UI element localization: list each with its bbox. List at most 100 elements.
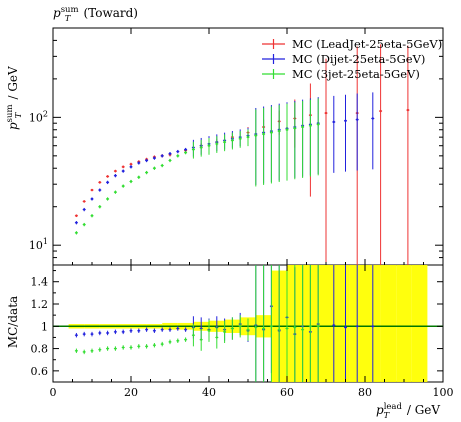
- data-point: [129, 180, 133, 183]
- data-point: [309, 124, 312, 127]
- band-segment: [411, 265, 428, 382]
- ratio-point: [137, 345, 140, 348]
- data-point: [239, 137, 242, 140]
- data-point: [371, 117, 374, 120]
- ratio-point: [98, 348, 101, 351]
- legend-entry-label: MC (3jet-25eta-5GeV): [292, 67, 420, 81]
- data-point: [75, 231, 78, 235]
- ratio-point: [254, 326, 257, 329]
- ratio-point: [168, 328, 172, 331]
- ratio-point: [153, 344, 156, 347]
- ratio-point: [83, 332, 86, 336]
- data-point: [285, 128, 289, 131]
- title-text: psum T (Toward): [53, 5, 138, 24]
- data-point: [270, 131, 273, 134]
- ratio-point: [176, 327, 179, 330]
- data-point: [406, 108, 410, 112]
- data-point: [153, 167, 156, 170]
- data-point: [90, 197, 94, 201]
- ratio-point: [332, 324, 335, 327]
- ratio-point: [317, 325, 320, 328]
- data-point: [324, 111, 328, 115]
- x-tick-label: 0: [50, 386, 57, 399]
- data-point: [168, 159, 172, 162]
- data-point: [122, 184, 125, 188]
- data-point: [215, 142, 218, 146]
- data-point: [106, 197, 109, 201]
- ratio-point: [278, 328, 281, 331]
- data-point: [168, 152, 172, 155]
- data-point: [90, 214, 94, 217]
- band-segment: [396, 265, 412, 382]
- data-point: [122, 165, 125, 169]
- band-segment: [318, 265, 334, 382]
- x-axis-title: plead T / GeV: [376, 402, 440, 421]
- data-point: [246, 135, 250, 139]
- data-point: [75, 214, 78, 217]
- ratio-point: [262, 327, 265, 330]
- data-point: [379, 109, 382, 113]
- x-tick-label: 20: [124, 386, 138, 399]
- ratio-point: [161, 328, 164, 331]
- data-point: [98, 205, 102, 208]
- band-segment: [333, 265, 350, 382]
- ratio-point: [246, 328, 250, 331]
- data-point: [114, 174, 117, 177]
- data-point: [83, 223, 86, 226]
- y-tick-label: 102: [29, 109, 48, 124]
- x-tick-label: 80: [358, 386, 372, 399]
- ratio-point: [215, 336, 218, 339]
- ratio-point: [83, 350, 86, 354]
- x-tick-label: 100: [433, 386, 454, 399]
- data-point: [145, 159, 148, 162]
- ratio-point: [200, 338, 203, 341]
- ratio-point: [153, 329, 156, 332]
- ratio-point: [192, 334, 195, 337]
- ratio-point: [371, 325, 374, 328]
- data-point: [262, 132, 265, 136]
- ratio-point: [223, 330, 226, 333]
- ratio-point: [184, 338, 187, 341]
- data-point: [98, 181, 102, 184]
- data-point: [129, 165, 133, 169]
- data-point: [301, 125, 304, 129]
- ratio-series-2: [74, 265, 320, 382]
- data-point: [344, 119, 347, 122]
- ratio-point: [90, 332, 94, 336]
- legend-entry-label: MC (Dijet-25eta-5GeV): [292, 52, 425, 66]
- ratio-point: [293, 326, 296, 329]
- ratio-point: [137, 329, 140, 332]
- ratio-y-tick-label: 1.4: [31, 276, 49, 289]
- data-point: [192, 148, 195, 151]
- ratio-point: [145, 328, 148, 331]
- ratio-point: [168, 340, 172, 343]
- ratio-y-tick-label: 1: [41, 320, 48, 333]
- series-layer: [74, 44, 410, 265]
- chart-title: psum T (Toward): [53, 5, 138, 24]
- data-point: [145, 171, 148, 174]
- data-point: [317, 123, 320, 126]
- data-point: [75, 221, 78, 224]
- ratio-point: [270, 325, 273, 328]
- data-point: [207, 144, 211, 147]
- ratio-point: [75, 334, 78, 337]
- x-tick-label: 60: [280, 386, 294, 399]
- ratio-point: [176, 339, 179, 342]
- data-point: [184, 151, 187, 154]
- data-point: [254, 134, 257, 137]
- y-axis-title: psumT / GeV: [5, 66, 24, 130]
- data-point: [129, 163, 133, 166]
- ratio-series-layer: [74, 265, 375, 382]
- ratio-point: [301, 328, 304, 331]
- data-point: [293, 127, 296, 130]
- series-2: [74, 98, 320, 235]
- ratio-point: [129, 329, 133, 332]
- data-point: [122, 169, 125, 173]
- ratio-point: [129, 346, 133, 349]
- ratio-point: [344, 326, 347, 329]
- data-point: [83, 208, 86, 211]
- ratio-y-tick-label: 1.2: [31, 298, 49, 311]
- axes-layer: 0 20 40 60 80 100 101 102 0.6 0.8 1 1.2 1.4 psumT / G…: [5, 28, 454, 421]
- data-point: [231, 139, 234, 142]
